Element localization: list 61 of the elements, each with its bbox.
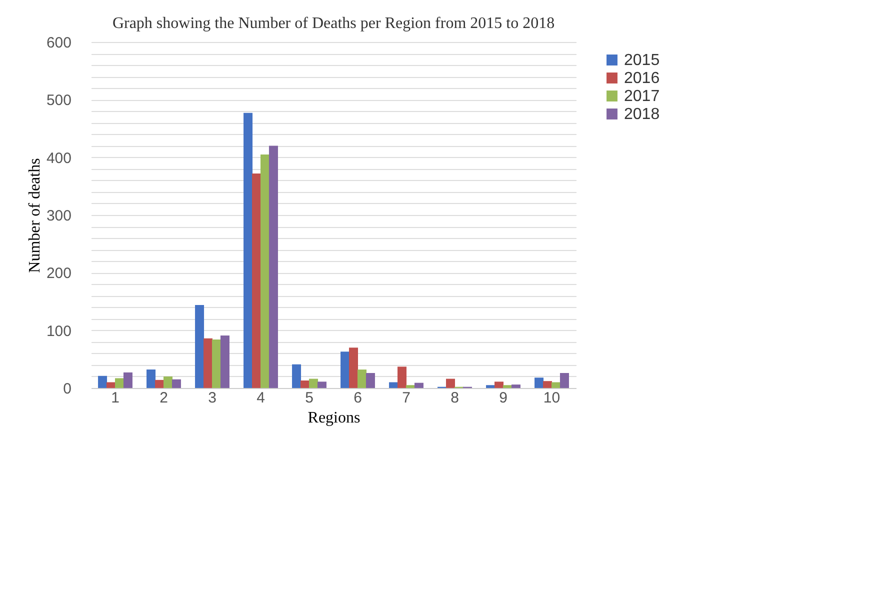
x-tick-label: 9 [499,390,508,406]
bar [398,366,407,388]
bar [292,364,302,388]
x-tick-label: 7 [402,390,410,406]
bar [114,378,124,388]
y-tick-label: 100 [46,322,72,340]
x-tick-label: 5 [305,390,314,406]
bar [155,380,164,388]
bar [357,370,366,388]
y-tick-label: 500 [46,92,72,110]
x-tick-label: 8 [450,390,459,406]
bar [212,340,221,388]
bar [268,146,278,388]
bar [551,382,560,388]
bar [317,382,326,388]
bar [511,384,520,388]
x-axis-title: Regions [308,410,360,426]
bar [366,373,375,388]
bar [486,385,496,388]
y-tick-label: 600 [46,34,72,52]
bar [349,348,358,388]
bar [163,376,172,388]
y-tick-label: 200 [46,265,72,282]
bar [560,373,569,388]
bar [502,385,512,388]
bar [543,381,552,388]
bar [220,336,230,388]
bar [300,380,310,388]
y-tick-label: 400 [46,150,72,167]
bar [494,382,504,388]
bar [414,382,424,388]
bar [204,338,213,388]
bar [389,382,398,388]
x-tick-label: 6 [354,390,362,406]
bar [244,112,253,388]
bar [106,382,116,388]
bar [252,173,262,388]
x-tick-label: 4 [256,390,265,406]
legend-label: 2017 [624,88,660,105]
bar [534,378,544,388]
legend-label: 2016 [624,70,660,87]
x-tick-label: 1 [111,390,120,406]
bar [195,304,204,388]
x-tick-label: 10 [543,390,560,406]
chart-title: Graph showing the Number of Deaths per Region from 2015 to 2018 [112,15,555,32]
y-axis-title: Number of deaths [26,158,44,273]
bar [98,376,108,388]
bar [308,378,318,388]
bar [406,385,415,388]
y-tick-label: 300 [46,208,72,224]
y-tick-label: 0 [63,380,72,398]
x-tick-label: 3 [208,390,216,406]
bar [123,372,132,388]
x-tick-label: 2 [160,390,168,406]
legend-label: 2015 [624,52,660,69]
bar [340,352,350,388]
bar [146,370,156,388]
bar [446,378,456,388]
bar [172,379,181,388]
legend-label: 2018 [624,106,660,123]
bar [260,154,270,388]
